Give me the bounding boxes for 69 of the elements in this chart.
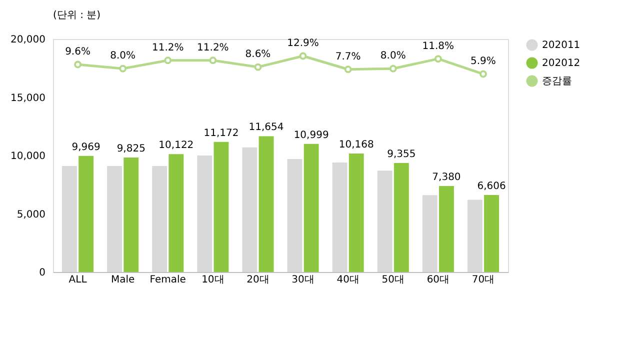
point: [74, 60, 82, 68]
bar: [422, 195, 438, 272]
bar: [304, 144, 319, 272]
bar: [152, 166, 168, 272]
data-label: 11.2%: [197, 42, 229, 54]
data-label: 8.6%: [245, 49, 271, 60]
legend-label: 202011: [542, 40, 580, 51]
bar: [258, 136, 274, 272]
bar: [377, 170, 392, 272]
legend-label: 증감률: [542, 76, 572, 87]
bar: [287, 158, 302, 272]
point: [434, 55, 442, 63]
y-tick-label: 10,000: [10, 151, 46, 162]
x-tick-label: 60대: [426, 274, 450, 286]
data-label: 9.6%: [65, 46, 90, 58]
data-label: 6,606: [477, 181, 506, 192]
point: [254, 63, 262, 71]
bar: [348, 154, 364, 272]
bar: [439, 186, 454, 272]
bar: [332, 162, 348, 272]
y-axis-title: (단위 : 분): [53, 10, 101, 21]
data-label: 5.9%: [470, 56, 496, 68]
data-label: 10,168: [338, 140, 374, 151]
data-label: 7,380: [432, 172, 461, 184]
data-label: 11.8%: [422, 40, 454, 52]
point: [209, 56, 217, 64]
point: [479, 70, 487, 78]
data-label: 9,969: [72, 142, 100, 153]
bar: [467, 200, 482, 272]
x-tick-label: Male: [110, 274, 135, 286]
bar: [168, 154, 184, 272]
x-tick-label: Female: [150, 274, 186, 286]
bar: [242, 147, 258, 272]
bar: [62, 166, 77, 272]
data-label: 11,654: [248, 122, 284, 134]
data-label: 10,122: [158, 140, 194, 152]
y-tick-label: 15,000: [10, 92, 46, 104]
bar: [214, 142, 229, 272]
y-tick-label: 0: [39, 268, 46, 278]
bar: [197, 156, 212, 272]
data-label: 9,355: [387, 149, 416, 160]
bar: [484, 195, 499, 272]
x-tick-label: 40대: [336, 274, 360, 286]
bar: [124, 158, 139, 272]
x-tick-label: 50대: [382, 274, 404, 286]
legend-label: 202012: [542, 58, 580, 69]
data-label: 10,999: [294, 130, 329, 141]
data-label: 8.0%: [380, 50, 406, 62]
bar: [394, 163, 409, 272]
point: [344, 66, 352, 74]
x-tick-label: 10대: [202, 274, 224, 286]
point: [389, 64, 397, 72]
data-label: 9,825: [116, 144, 146, 155]
x-tick-label: 30대: [292, 274, 314, 286]
point: [164, 56, 172, 64]
point: [119, 64, 127, 72]
data-label: 11.2%: [152, 42, 184, 54]
x-tick-label: 20대: [246, 274, 270, 286]
data-label: 8.0%: [110, 50, 136, 62]
x-tick-label: 70대: [472, 274, 495, 286]
data-label: 7.7%: [335, 51, 361, 62]
bar: [78, 156, 94, 272]
data-label: 12.9%: [287, 38, 319, 49]
y-tick-label: 5,000: [16, 209, 46, 220]
point: [299, 52, 307, 60]
x-tick-label: ALL: [68, 274, 88, 286]
y-tick-label: 20,000: [10, 34, 46, 46]
bar: [107, 166, 122, 272]
data-label: 11,172: [204, 128, 239, 139]
